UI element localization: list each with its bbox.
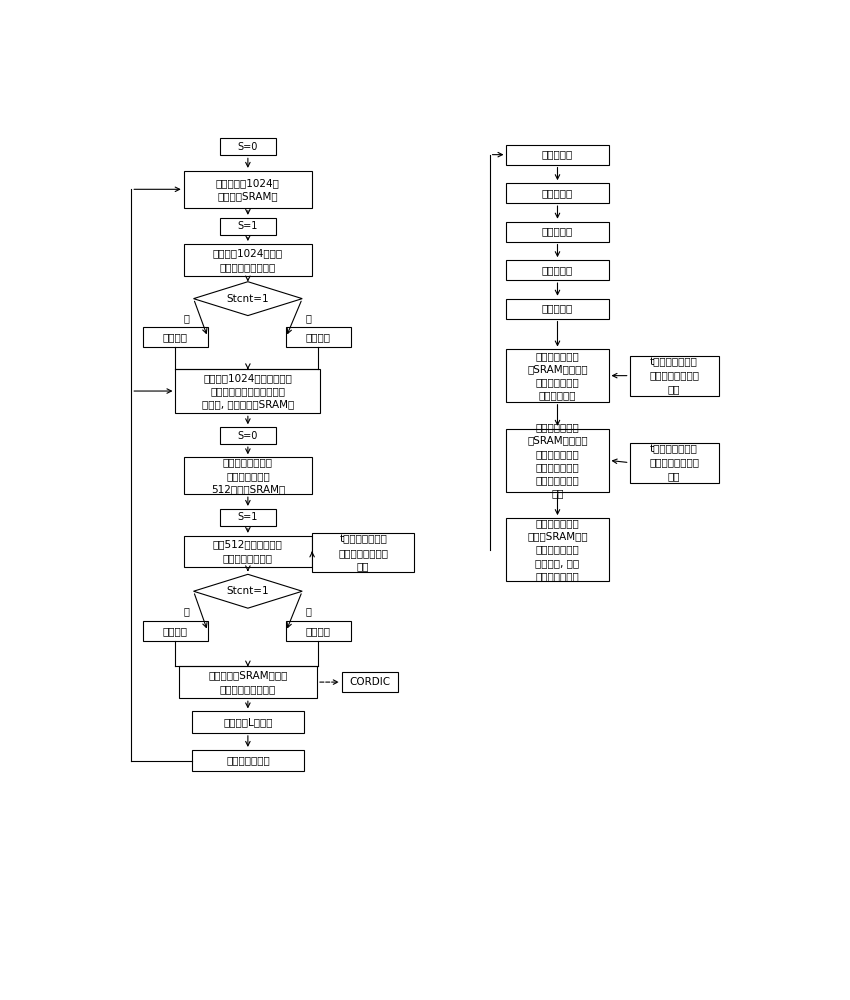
- Bar: [507, 518, 609, 581]
- Text: 第六级蝶算: 第六级蝶算: [541, 304, 573, 314]
- Text: Stcnt=1: Stcnt=1: [227, 294, 269, 304]
- Bar: [192, 750, 304, 771]
- Bar: [630, 443, 718, 483]
- Polygon shape: [194, 574, 303, 608]
- Bar: [507, 349, 609, 402]
- Text: t信号控制进行运
算的公式（差的加
减）: t信号控制进行运 算的公式（差的加 减）: [649, 357, 699, 394]
- Text: 虚部运算: 虚部运算: [306, 332, 331, 342]
- Bar: [220, 138, 276, 155]
- Text: CORDIC: CORDIC: [349, 677, 390, 687]
- Text: Stcnt=1: Stcnt=1: [227, 586, 269, 596]
- Text: 从第五级下半部
分SRAM中取数据
送入第六级蝶算
单元进行运算: 从第五级下半部 分SRAM中取数据 送入第六级蝶算 单元进行运算: [527, 351, 588, 400]
- Bar: [220, 218, 276, 235]
- Text: 第五级蝶算: 第五级蝶算: [541, 265, 573, 275]
- Bar: [342, 672, 398, 692]
- Bar: [184, 457, 312, 494]
- Text: 类似逆序的从不
同级的SRAM中取
数据送入下一级
蝶算单元, 直到
计算完毕为止。: 类似逆序的从不 同级的SRAM中取 数据送入下一级 蝶算单元, 直到 计算完毕为…: [527, 518, 588, 581]
- Text: 将第一步1024和运算的结果
作为输入进行第二步中的和
差运算, 差结果存入SRAM中: 将第一步1024和运算的结果 作为输入进行第二步中的和 差运算, 差结果存入SR…: [201, 373, 294, 409]
- Bar: [184, 536, 312, 567]
- Bar: [178, 666, 317, 698]
- Text: 差结果存入SRAM中，和
结果与旋转因子相乘: 差结果存入SRAM中，和 结果与旋转因子相乘: [208, 670, 287, 694]
- Bar: [507, 183, 609, 203]
- Text: 第一步送来的和结
果的前一半数据
512个存入SRAM中: 第一步送来的和结 果的前一半数据 512个存入SRAM中: [211, 458, 285, 494]
- Bar: [184, 171, 312, 208]
- Text: S=1: S=1: [238, 221, 258, 231]
- Bar: [286, 327, 351, 347]
- Text: 实部运算: 实部运算: [163, 626, 188, 636]
- Text: 与后512个第一步的和
结果进行和差运算: 与后512个第一步的和 结果进行和差运算: [213, 540, 283, 563]
- Text: S=1: S=1: [238, 512, 258, 522]
- Polygon shape: [194, 282, 303, 316]
- Bar: [507, 222, 609, 242]
- Text: 从第五级上半部
分SRAM中取数据
依次送入第五级
下半部分、第六
级蝶算单元进行
运算: 从第五级上半部 分SRAM中取数据 依次送入第五级 下半部分、第六 级蝶算单元进…: [527, 422, 588, 498]
- Bar: [286, 621, 351, 641]
- Bar: [630, 356, 718, 396]
- Text: 第三级蝶算: 第三级蝶算: [541, 188, 573, 198]
- Bar: [220, 509, 276, 526]
- Bar: [192, 711, 304, 733]
- Text: 将序列中前1024个
数据存入SRAM中: 将序列中前1024个 数据存入SRAM中: [216, 178, 280, 201]
- Text: t信号控制进行运
算的公式（和的加
减）: t信号控制进行运 算的公式（和的加 减）: [338, 535, 388, 571]
- Text: S=0: S=0: [238, 142, 258, 152]
- Text: 第四级蝶算: 第四级蝶算: [541, 227, 573, 237]
- Text: 实部运算: 实部运算: [163, 332, 188, 342]
- Text: S=0: S=0: [238, 431, 258, 441]
- Bar: [507, 260, 609, 280]
- Bar: [143, 621, 207, 641]
- Text: 序列中后1024个数据
依次进入和差运算中: 序列中后1024个数据 依次进入和差运算中: [212, 249, 283, 272]
- Bar: [507, 429, 609, 492]
- Bar: [184, 244, 312, 276]
- Bar: [507, 299, 609, 319]
- Text: 是: 是: [184, 313, 189, 323]
- Text: 是: 是: [184, 606, 189, 616]
- Text: 虚部运算: 虚部运算: [306, 626, 331, 636]
- Bar: [507, 145, 609, 165]
- Text: 进入下一级蝶算: 进入下一级蝶算: [226, 756, 269, 766]
- Bar: [175, 369, 320, 413]
- Text: 完成一次L型蝶算: 完成一次L型蝶算: [224, 717, 273, 727]
- Bar: [143, 327, 207, 347]
- Bar: [312, 533, 414, 572]
- Text: 第二级蝶算: 第二级蝶算: [541, 150, 573, 160]
- Text: 否: 否: [306, 606, 312, 616]
- Text: t信号控制进行运
算的公式（差的加
减）: t信号控制进行运 算的公式（差的加 减）: [649, 444, 699, 481]
- Bar: [220, 427, 276, 444]
- Text: 否: 否: [306, 313, 312, 323]
